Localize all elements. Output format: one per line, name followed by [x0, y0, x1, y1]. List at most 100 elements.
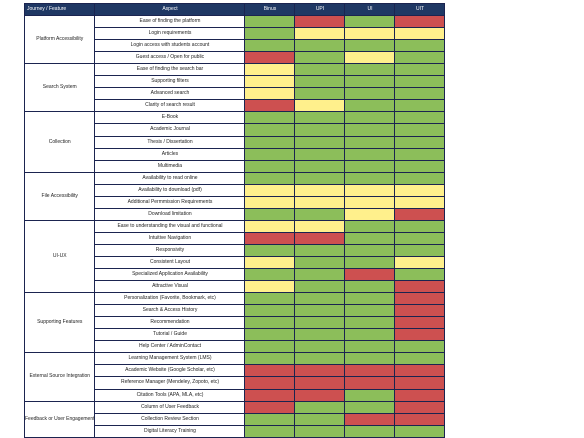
score-cell-green: [245, 329, 295, 341]
score-cell-green: [295, 88, 345, 100]
score-cell-green: [395, 112, 445, 124]
score-cell-yellow: [345, 196, 395, 208]
aspect-label: Ease of finding the platform: [95, 16, 245, 28]
score-cell-green: [345, 160, 395, 172]
score-cell-green: [345, 389, 395, 401]
score-cell-green: [245, 136, 295, 148]
aspect-label: Academic Website (Google Scholar, etc): [95, 365, 245, 377]
score-cell-red: [395, 377, 445, 389]
score-cell-green: [245, 172, 295, 184]
score-cell-green: [345, 64, 395, 76]
score-cell-green: [395, 160, 445, 172]
score-cell-yellow: [295, 28, 345, 40]
aspect-label: Personalization (Favorite, Bookmark, etc…: [95, 293, 245, 305]
score-cell-green: [345, 293, 395, 305]
score-cell-green: [345, 220, 395, 232]
score-cell-green: [245, 341, 295, 353]
score-cell-red: [245, 100, 295, 112]
score-cell-green: [295, 281, 345, 293]
score-cell-yellow: [345, 28, 395, 40]
score-cell-green: [295, 52, 345, 64]
score-cell-yellow: [295, 196, 345, 208]
score-cell-green: [295, 172, 345, 184]
aspect-label: Download limitation: [95, 208, 245, 220]
table-row: Search System Ease of finding the search …: [25, 64, 445, 76]
score-cell-red: [245, 389, 295, 401]
score-cell-green: [345, 148, 395, 160]
score-cell-green: [295, 76, 345, 88]
score-cell-red: [295, 377, 345, 389]
score-cell-green: [345, 40, 395, 52]
score-cell-green: [395, 341, 445, 353]
score-cell-red: [295, 365, 345, 377]
score-cell-red: [245, 377, 295, 389]
score-cell-red: [245, 232, 295, 244]
table-row: File Accessibility Availability to read o…: [25, 172, 445, 184]
score-cell-green: [395, 40, 445, 52]
aspect-label: Help Center / AdminContact: [95, 341, 245, 353]
score-cell-green: [245, 317, 295, 329]
score-cell-green: [245, 124, 295, 136]
score-cell-yellow: [395, 196, 445, 208]
score-cell-green: [245, 244, 295, 256]
score-cell-green: [295, 136, 345, 148]
score-cell-red: [345, 377, 395, 389]
group-label: Platform Accessibility: [25, 16, 95, 64]
aspect-label: Learning Management System (LMS): [95, 353, 245, 365]
score-cell-yellow: [295, 220, 345, 232]
score-cell-red: [395, 401, 445, 413]
header-institution-binus: Binus: [245, 4, 295, 16]
aspect-label: Advanced search: [95, 88, 245, 100]
score-cell-green: [295, 64, 345, 76]
score-cell-green: [395, 148, 445, 160]
aspect-label: Academic Journal: [95, 124, 245, 136]
score-cell-green: [295, 317, 345, 329]
score-cell-red: [395, 305, 445, 317]
score-cell-green: [295, 208, 345, 220]
score-cell-green: [345, 124, 395, 136]
group-label: Feedback or User Engagement: [25, 401, 95, 437]
score-cell-red: [245, 365, 295, 377]
aspect-label: Login access with students account: [95, 40, 245, 52]
score-cell-green: [395, 172, 445, 184]
aspect-label: Multimedia: [95, 160, 245, 172]
score-cell-green: [245, 112, 295, 124]
score-cell-green: [245, 208, 295, 220]
score-cell-green: [345, 425, 395, 437]
score-cell-yellow: [245, 76, 295, 88]
score-cell-yellow: [345, 184, 395, 196]
score-cell-red: [395, 293, 445, 305]
score-cell-green: [345, 88, 395, 100]
aspect-label: Availability to download (pdf): [95, 184, 245, 196]
group-label: External Source Integration: [25, 353, 95, 401]
score-cell-red: [345, 365, 395, 377]
score-cell-green: [345, 329, 395, 341]
score-cell-green: [345, 112, 395, 124]
score-cell-green: [345, 281, 395, 293]
score-cell-green: [245, 160, 295, 172]
aspect-label: Ease of finding the search bar: [95, 64, 245, 76]
header-aspect: Aspect: [95, 4, 245, 16]
score-cell-green: [395, 232, 445, 244]
header-row: Journey / Feature Aspect Binus UPI UI UI…: [25, 4, 445, 16]
score-cell-yellow: [345, 52, 395, 64]
aspect-label: Tutorial / Guide: [95, 329, 245, 341]
score-cell-yellow: [395, 184, 445, 196]
score-cell-red: [395, 16, 445, 28]
score-cell-red: [295, 16, 345, 28]
aspect-label: Ease to understanding the visual and fun…: [95, 220, 245, 232]
score-cell-yellow: [245, 220, 295, 232]
score-cell-green: [395, 76, 445, 88]
score-cell-green: [345, 16, 395, 28]
score-cell-red: [395, 413, 445, 425]
header-journey-feature: Journey / Feature: [25, 4, 95, 16]
score-cell-green: [295, 112, 345, 124]
score-cell-yellow: [395, 28, 445, 40]
score-cell-red: [395, 208, 445, 220]
score-cell-green: [245, 16, 295, 28]
aspect-label: Additional Permmission Requirements: [95, 196, 245, 208]
aspect-label: Guest access / Open for public: [95, 52, 245, 64]
score-cell-red: [395, 389, 445, 401]
score-cell-green: [395, 52, 445, 64]
score-cell-green: [245, 425, 295, 437]
